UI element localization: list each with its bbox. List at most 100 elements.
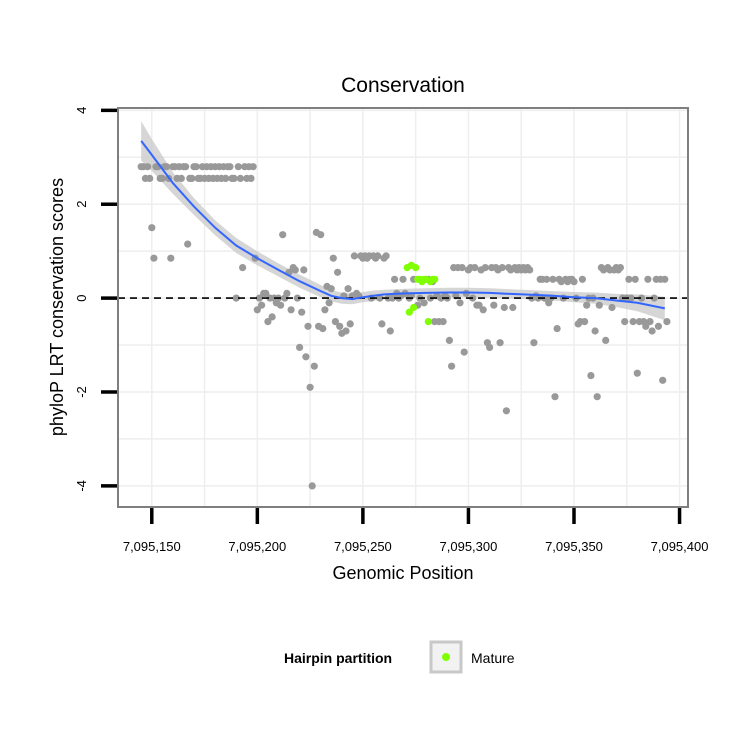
point-hairpin	[298, 308, 306, 316]
point-hairpin	[146, 174, 154, 182]
point-hairpin	[302, 353, 310, 361]
point-hairpin	[644, 275, 652, 283]
point-hairpin	[486, 343, 494, 351]
point-hairpin	[388, 294, 396, 302]
point-hairpin	[342, 327, 350, 335]
point-hairpin	[496, 339, 504, 347]
legend-key-mature	[442, 653, 450, 661]
x-axis-title: Genomic Position	[332, 563, 473, 583]
point-hairpin	[608, 303, 616, 312]
y-tick-label: 0	[74, 294, 89, 301]
point-hairpin	[230, 174, 238, 182]
point-hairpin	[646, 318, 654, 326]
point-hairpin	[481, 264, 489, 272]
point-hairpin	[258, 301, 266, 309]
point-hairpin	[188, 174, 196, 182]
point-hairpin	[331, 318, 339, 326]
x-tick-label: 7,095,300	[440, 539, 498, 554]
axis-ticks: 7,095,150 7,095,200 7,095,250 7,095,300 7,09…	[74, 107, 708, 554]
y-tick-label: -2	[74, 386, 89, 398]
point-hairpin	[291, 266, 299, 274]
point-hairpin	[158, 174, 166, 182]
point-hairpin	[325, 299, 333, 307]
point-hairpin	[661, 275, 669, 283]
point-hairpin	[232, 294, 240, 302]
point-hairpin	[163, 163, 171, 171]
point-hairpin	[192, 163, 200, 171]
point-hairpin	[587, 372, 595, 380]
point-hairpin	[458, 264, 466, 272]
point-hairpin	[439, 318, 447, 326]
point-hairpin	[629, 318, 637, 326]
point-hairpin	[277, 301, 285, 309]
point-hairpin	[526, 266, 534, 274]
point-hairpin	[420, 299, 428, 307]
point-hairpin	[627, 294, 635, 302]
point-hairpin	[268, 313, 276, 321]
point-hairpin	[553, 325, 561, 333]
point-hairpin	[296, 343, 304, 351]
point-hairpin	[549, 275, 557, 283]
smooth-fit-line	[140, 140, 665, 310]
point-hairpin	[642, 322, 650, 330]
point-hairpin	[578, 275, 587, 283]
point-hairpin	[329, 254, 337, 262]
point-hairpin	[234, 163, 242, 171]
point-hairpin	[638, 294, 646, 302]
point-hairpin	[498, 264, 506, 272]
point-hairpin	[391, 275, 399, 283]
point-mature	[410, 303, 418, 312]
point-mature	[405, 308, 413, 316]
point-hairpin	[350, 252, 358, 260]
point-hairpin	[581, 318, 589, 326]
panel-background	[118, 108, 688, 507]
point-hairpin	[283, 289, 291, 297]
point-hairpin	[471, 264, 479, 272]
point-hairpin	[167, 254, 175, 262]
point-hairpin	[616, 264, 625, 272]
y-tick-label: 2	[74, 201, 89, 208]
point-hairpin	[475, 301, 483, 309]
y-tick-label: 4	[74, 107, 89, 114]
point-hairpin	[336, 322, 344, 330]
point-hairpin	[663, 318, 671, 326]
point-hairpin	[650, 294, 658, 302]
point-hairpin	[293, 294, 301, 302]
point-hairpin	[226, 163, 234, 171]
x-tick-label: 7,095,350	[545, 539, 603, 554]
x-tick-label: 7,095,200	[228, 539, 286, 554]
point-hairpin	[327, 285, 335, 293]
point-hairpin	[264, 318, 272, 326]
point-hairpin	[631, 275, 639, 283]
point-hairpin	[591, 327, 599, 335]
point-hairpin	[300, 266, 308, 274]
panel-border	[117, 107, 689, 508]
point-hairpin	[344, 285, 352, 293]
point-mature	[412, 264, 420, 272]
point-hairpin	[249, 163, 257, 171]
point-hairpin	[150, 254, 158, 262]
chart-title: Conservation	[341, 74, 465, 97]
point-hairpin	[570, 278, 578, 286]
legend-label-mature: Mature	[471, 650, 515, 666]
y-axis-title: phyloP LRT conservation scores	[47, 178, 67, 436]
plot-panel	[117, 107, 689, 508]
point-hairpin	[602, 336, 610, 344]
point-hairpin	[625, 275, 633, 283]
point-hairpin	[184, 240, 192, 248]
confidence-band	[141, 121, 665, 321]
point-hairpin	[310, 362, 318, 370]
point-hairpin	[247, 174, 255, 182]
point-hairpin	[659, 376, 667, 384]
point-mature	[424, 318, 432, 326]
point-hairpin	[530, 339, 538, 347]
y-tick-label: -4	[74, 480, 89, 492]
point-hairpin	[448, 362, 456, 370]
point-hairpin	[255, 294, 263, 302]
legend-title: Hairpin partition	[284, 650, 392, 666]
point-hairpin	[321, 306, 329, 314]
point-hairpin	[239, 264, 247, 272]
point-hairpin	[317, 231, 325, 239]
point-hairpin	[621, 318, 629, 326]
